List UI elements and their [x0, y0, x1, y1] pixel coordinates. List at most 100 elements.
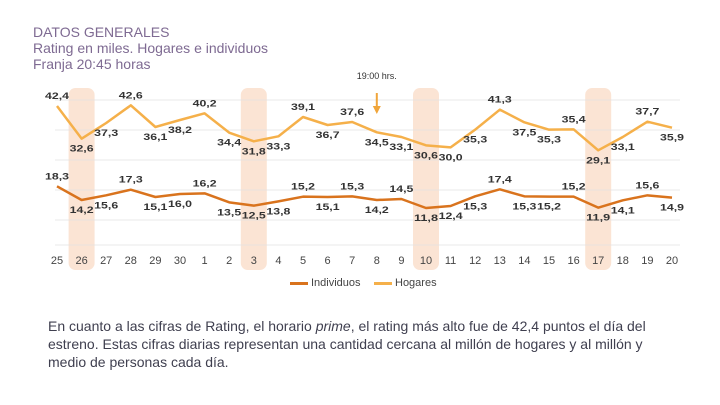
x-tick-18: 18 [617, 255, 629, 267]
x-tick-17: 17 [592, 255, 604, 267]
data-label-hogares-7: 34,4 [217, 138, 242, 149]
data-label-hogares-2: 37,3 [94, 128, 118, 139]
chart-header: DATOS GENERALES Rating en miles. Hogares… [33, 24, 268, 72]
data-label-individuos-10: 15,2 [291, 182, 315, 193]
legend-item-individuos: Individuos [290, 277, 361, 289]
x-tick-13: 13 [494, 255, 506, 267]
data-label-hogares-14: 33,1 [389, 142, 414, 153]
data-label-individuos-3: 17,3 [119, 175, 143, 186]
time-annotation: 19:00 hrs. [357, 71, 397, 114]
x-tick-5: 5 [300, 255, 306, 267]
body-paragraph: En cuanto a las cifras de Rating, el hor… [48, 317, 678, 371]
data-label-individuos-13: 14,2 [365, 205, 389, 216]
body-text-part-1: En cuanto a las cifras de Rating, el hor… [48, 318, 316, 334]
x-tick-27: 27 [100, 255, 112, 267]
legend-swatch-hogares [374, 281, 392, 285]
x-tick-26: 26 [75, 255, 87, 267]
chart-subtitle-time: Franja 20:45 horas [33, 56, 151, 72]
highlight-band-10 [413, 88, 439, 270]
x-tick-28: 28 [125, 255, 137, 267]
data-label-individuos-12: 15,3 [340, 181, 364, 192]
x-tick-7: 7 [349, 255, 355, 267]
data-label-individuos-20: 15,2 [537, 202, 561, 213]
data-label-individuos-1: 14,2 [70, 205, 94, 216]
x-tick-19: 19 [641, 255, 653, 267]
x-tick-29: 29 [149, 255, 161, 267]
series-line-hogares [56, 104, 673, 152]
data-label-hogares-11: 36,7 [316, 130, 340, 141]
data-label-hogares-8: 31,8 [242, 146, 266, 157]
data-label-individuos-5: 16,0 [168, 199, 192, 210]
x-tick-30: 30 [174, 255, 186, 267]
data-label-hogares-17: 35,3 [463, 135, 487, 146]
data-label-hogares-22: 29,1 [586, 155, 611, 166]
data-label-individuos-23: 14,1 [611, 205, 636, 216]
x-tick-10: 10 [420, 255, 432, 267]
data-label-individuos-25: 14,9 [660, 203, 684, 214]
x-tick-1: 1 [202, 255, 208, 267]
series-line-individuos [56, 185, 673, 210]
chart-title: DATOS GENERALES [33, 24, 170, 40]
series-lines [56, 104, 673, 210]
data-label-individuos-18: 17,4 [488, 174, 513, 185]
chart-subtitle: Rating en miles. Hogares e individuos [33, 40, 269, 56]
data-label-individuos-8: 12,5 [242, 211, 267, 222]
x-tick-9: 9 [398, 255, 404, 267]
data-label-individuos-6: 16,2 [193, 178, 217, 189]
data-label-hogares-5: 38,2 [168, 125, 192, 136]
data-label-hogares-15: 30,6 [414, 150, 438, 161]
line-chart: 19:00 hrs. 42,4 32,637,3 42,6 36,138,2 40,2 3… [45, 71, 684, 270]
data-label-individuos-24: 15,6 [635, 180, 659, 191]
data-label-hogares-6: 40,2 [193, 98, 217, 109]
x-tick-12: 12 [469, 255, 481, 267]
x-tick-14: 14 [518, 255, 530, 267]
data-label-hogares-25: 35,9 [660, 133, 684, 144]
annotation-label: 19:00 hrs. [357, 71, 397, 81]
data-label-hogares-20: 35,3 [537, 135, 561, 146]
x-tick-20: 20 [666, 255, 678, 267]
data-label-hogares-1: 32,6 [70, 144, 94, 155]
data-label-hogares-16: 30,0 [439, 152, 463, 163]
data-label-individuos-0: 18,3 [45, 171, 69, 182]
data-label-hogares-18: 41,3 [488, 95, 512, 106]
data-label-individuos-7: 13,5 [217, 207, 242, 218]
data-label-hogares-19: 37,5 [512, 127, 537, 138]
data-label-individuos-22: 11,9 [586, 213, 610, 224]
data-label-individuos-14: 14,5 [389, 184, 414, 195]
data-label-individuos-4: 15,1 [143, 202, 168, 213]
data-label-hogares-9: 33,3 [266, 141, 290, 152]
x-tick-8: 8 [374, 255, 380, 267]
data-label-hogares-4: 36,1 [143, 132, 168, 143]
x-tick-25: 25 [51, 255, 63, 267]
body-text-italic: prime [315, 318, 351, 334]
legend-label-hogares: Hogares [395, 277, 437, 289]
data-label-individuos-2: 15,6 [94, 200, 118, 211]
annotation-arrow-head [372, 106, 381, 114]
data-label-individuos-19: 15,3 [512, 201, 536, 212]
data-label-hogares-3: 42,6 [119, 90, 143, 101]
highlight-band-3 [240, 88, 267, 270]
data-label-hogares-13: 34,5 [365, 137, 390, 148]
data-label-individuos-15: 11,8 [414, 213, 438, 224]
x-axis-ticks: 25 26 27 28 29 30 1 2 3 4 5 6 7 8 9 10 11 12 13 14 15 16 17 18 1… [51, 255, 678, 267]
highlight-band-17 [585, 88, 612, 270]
x-tick-15: 15 [543, 255, 555, 267]
data-label-hogares-12: 37,6 [340, 107, 364, 118]
x-tick-4: 4 [275, 255, 281, 267]
body-text-part-2: , el rating más alto fue de 42,4 puntos … [48, 318, 646, 370]
data-label-individuos-17: 15,3 [463, 201, 487, 212]
data-label-hogares-23: 33,1 [611, 142, 636, 153]
data-label-individuos-11: 15,1 [316, 202, 341, 213]
legend-swatch-individuos [290, 281, 308, 285]
data-label-individuos-21: 15,2 [562, 182, 586, 193]
x-tick-6: 6 [325, 255, 331, 267]
data-label-hogares-0: 42,4 [45, 91, 70, 102]
x-tick-3: 3 [251, 255, 257, 267]
x-tick-11: 11 [445, 255, 456, 267]
data-label-hogares-10: 39,1 [291, 102, 316, 113]
legend-label-individuos: Individuos [311, 277, 361, 289]
highlight-band-26 [68, 88, 95, 270]
x-tick-16: 16 [567, 255, 579, 267]
x-tick-2: 2 [226, 255, 232, 267]
data-label-individuos-16: 12,4 [439, 211, 464, 222]
